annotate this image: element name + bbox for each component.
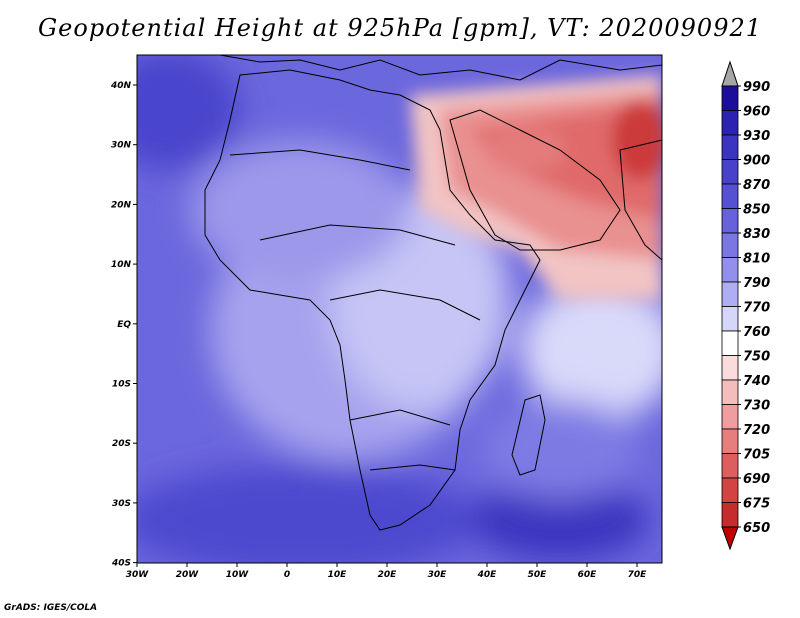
colorbar-bin: [721, 404, 739, 430]
lon-label: 10E: [328, 570, 348, 580]
colorbar-bin: [721, 159, 739, 185]
colorbar-bin: [721, 257, 739, 283]
colorbar-top-arrow: [721, 60, 739, 87]
height-field: [137, 55, 662, 563]
map-title: Geopotential Height at 925hPa [gpm], VT:…: [38, 14, 762, 42]
colorbar-label: 990: [743, 80, 770, 95]
border-southern: [369, 464, 456, 471]
colorbar-label: 770: [743, 301, 770, 316]
colorbar-bin: [721, 453, 739, 479]
lon-label: 20W: [176, 570, 200, 580]
lon-label: 30W: [126, 570, 150, 580]
lat-label: 30N: [111, 141, 132, 151]
colorbar-bin: [721, 110, 739, 136]
colorbar-bin: [721, 502, 739, 528]
lon-label: 20E: [378, 570, 398, 580]
lat-label: EQ: [117, 320, 131, 330]
border-central: [329, 289, 481, 321]
map-frame: [136, 54, 663, 564]
colorbar-bin: [721, 85, 739, 111]
colorbar-label: 760: [743, 325, 770, 340]
colorbar-label: 730: [743, 399, 770, 414]
arabia-coastline: [449, 109, 621, 251]
colorbar-bin: [721, 355, 739, 381]
colorbar-bin: [721, 232, 739, 258]
colorbar-label: 690: [743, 472, 770, 487]
colorbar-label: 650: [743, 521, 770, 536]
europe-coastline: [219, 55, 662, 81]
border-sahel: [259, 224, 456, 246]
colorbar-label: 900: [743, 154, 770, 169]
colorbar-label: 830: [743, 227, 770, 242]
colorbar-label: 960: [743, 105, 770, 120]
lon-label: 60E: [578, 570, 598, 580]
colorbar-label: 850: [743, 203, 770, 218]
longitude-axis: 30W 20W 10W 0 10E 20E 30E 40E 50E 60E 70E: [126, 563, 647, 580]
footer-credit: GrADS: IGES/COLA: [4, 603, 98, 613]
colorbar-label: 750: [743, 350, 770, 365]
africa-coastline: [204, 69, 541, 531]
madagascar-coastline: [511, 394, 546, 476]
lat-label: 20N: [111, 200, 132, 210]
coastlines: [204, 55, 662, 531]
colorbar-bottom-arrow: [721, 526, 739, 551]
colorbar-label: 790: [743, 276, 770, 291]
lon-label: 70E: [628, 570, 648, 580]
india-coastline: [619, 139, 662, 261]
lat-label: 40S: [111, 559, 131, 569]
colorbar-label: 705: [743, 448, 770, 463]
colorbar-label: 930: [743, 129, 770, 144]
colorbar-label: 810: [743, 252, 770, 267]
colorbar-bin: [721, 306, 739, 332]
lon-label: 0: [284, 570, 290, 580]
colorbar-bin: [721, 477, 739, 503]
border-south: [349, 409, 451, 426]
lon-label: 50E: [528, 570, 548, 580]
colorbar-label: 720: [743, 423, 770, 438]
latitude-axis: 40N 30N 20N 10N EQ 10S 20S 30S 40S: [110, 81, 137, 569]
lon-label: 30E: [428, 570, 448, 580]
lat-label: 10N: [111, 260, 132, 270]
colorbar-bin: [721, 379, 739, 405]
colorbar-bin: [721, 183, 739, 209]
lat-label: 20S: [112, 439, 131, 449]
colorbar-bin: [721, 208, 739, 234]
colorbar-bin: [721, 428, 739, 454]
colorbar-label: 870: [743, 178, 770, 193]
lat-label: 10S: [112, 380, 131, 390]
colorbar: 990 960 930 900 870 850 830 810 790 770 760 750 740 7…: [721, 60, 770, 551]
border-north: [229, 149, 411, 171]
colorbar-label: 740: [743, 374, 770, 389]
lat-label: 40N: [110, 81, 132, 91]
lat-label: 30S: [112, 499, 131, 509]
colorbar-bin: [721, 330, 739, 356]
colorbar-label: 675: [743, 497, 770, 512]
lon-label: 10W: [226, 570, 250, 580]
colorbar-bin: [721, 134, 739, 160]
colorbar-bin: [721, 281, 739, 307]
lon-label: 40E: [477, 570, 498, 580]
